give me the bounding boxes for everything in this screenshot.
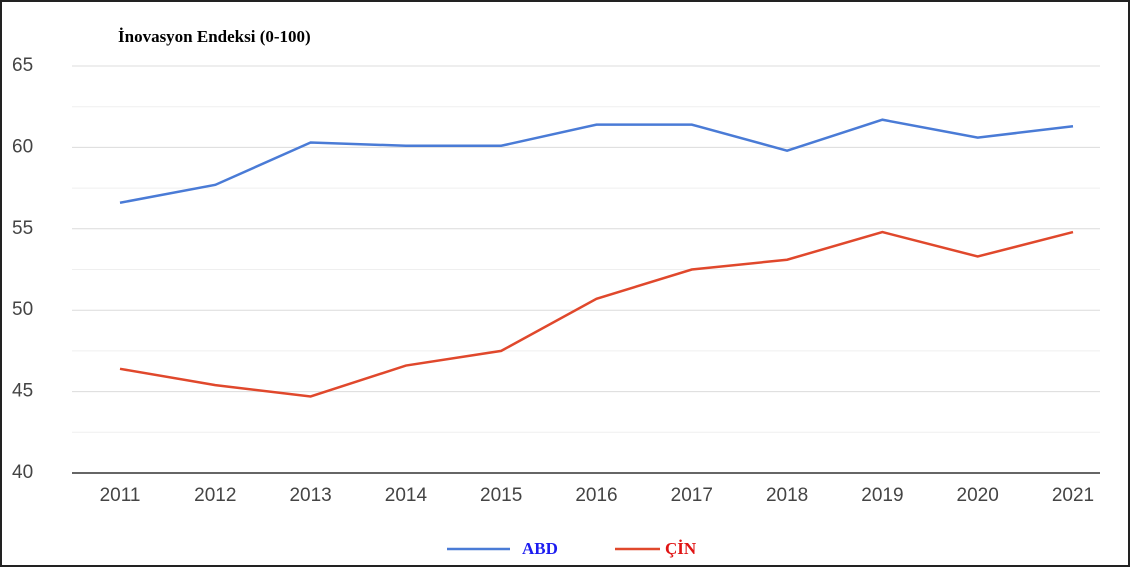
y-tick-label: 60 <box>12 136 33 157</box>
y-tick-label: 40 <box>12 462 33 483</box>
x-tick-label: 2021 <box>1052 485 1094 506</box>
x-tick-label: 2016 <box>575 485 617 506</box>
y-tick-label: 45 <box>12 381 33 402</box>
legend-label: ÇİN <box>665 539 697 558</box>
x-tick-label: 2015 <box>480 485 522 506</box>
x-tick-label: 2014 <box>385 485 428 506</box>
legend-label: ABD <box>522 539 558 558</box>
y-tick-label: 65 <box>12 55 33 76</box>
chart-title: İnovasyon Endeksi (0-100) <box>118 27 311 46</box>
x-tick-label: 2017 <box>671 485 713 506</box>
x-tick-label: 2018 <box>766 485 808 506</box>
x-tick-label: 2012 <box>194 485 236 506</box>
y-tick-label: 50 <box>12 299 33 320</box>
y-tick-label: 55 <box>12 218 33 239</box>
x-tick-label: 2019 <box>861 485 903 506</box>
x-tick-label: 2020 <box>957 485 999 506</box>
x-tick-label: 2013 <box>289 485 331 506</box>
series-line <box>119 230 1074 398</box>
x-tick-label: 2011 <box>100 485 141 506</box>
series-line <box>119 118 1074 204</box>
